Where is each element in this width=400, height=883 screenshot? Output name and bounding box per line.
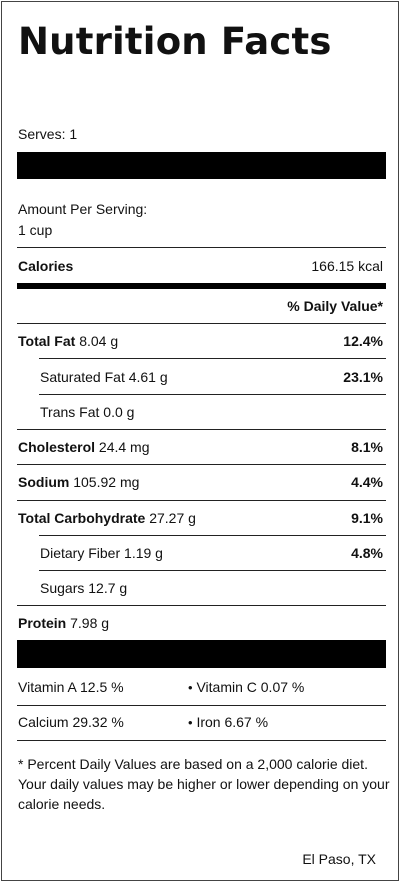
cholesterol-dv: 8.1% bbox=[351, 439, 383, 455]
daily-value-header: % Daily Value* bbox=[287, 298, 383, 314]
heavy-divider-calories bbox=[17, 283, 386, 289]
saturated-fat-amount: 4.61 g bbox=[128, 369, 168, 385]
saturated-fat-row: Saturated Fat 4.61 g bbox=[40, 368, 168, 386]
divider bbox=[17, 500, 386, 501]
cholesterol-amount: 24.4 mg bbox=[98, 439, 150, 455]
protein-row: Protein 7.98 g bbox=[18, 614, 109, 632]
vitamin-c-text: Vitamin C 0.07 % bbox=[196, 679, 305, 695]
divider bbox=[17, 740, 386, 741]
divider bbox=[39, 570, 386, 571]
divider bbox=[17, 464, 386, 465]
bullet-icon: • bbox=[188, 680, 193, 695]
trans-fat-row: Trans Fat 0.0 g bbox=[40, 403, 134, 421]
iron-text: Iron 6.67 % bbox=[196, 714, 269, 730]
total-carbohydrate-amount: 27.27 g bbox=[149, 510, 196, 526]
protein-amount: 7.98 g bbox=[70, 615, 110, 631]
total-carbohydrate-row: Total Carbohydrate 27.27 g bbox=[18, 509, 196, 527]
serves-text: Serves: 1 bbox=[18, 126, 78, 142]
amount-per-serving-label: Amount Per Serving: bbox=[18, 201, 148, 217]
sodium-row: Sodium 105.92 mg bbox=[18, 473, 139, 491]
total-carbohydrate-label: Total Carbohydrate bbox=[18, 510, 146, 526]
saturated-fat-dv: 23.1% bbox=[343, 369, 383, 385]
iron-item: • Iron 6.67 % bbox=[188, 713, 268, 732]
divider bbox=[17, 323, 386, 324]
divider bbox=[17, 605, 386, 606]
saturated-fat-label: Saturated Fat bbox=[40, 369, 125, 385]
dietary-fiber-dv: 4.8% bbox=[351, 545, 383, 561]
sugars-label: Sugars bbox=[40, 580, 85, 596]
total-fat-dv: 12.4% bbox=[343, 333, 383, 349]
bullet-icon: • bbox=[188, 715, 193, 730]
label-title: Nutrition Facts bbox=[18, 20, 332, 63]
divider bbox=[39, 358, 386, 359]
total-fat-row: Total Fat 8.04 g bbox=[18, 332, 118, 350]
sodium-dv: 4.4% bbox=[351, 474, 383, 490]
serving-size-value: 1 cup bbox=[18, 222, 53, 238]
trans-fat-amount: 0.0 g bbox=[103, 404, 135, 420]
sugars-row: Sugars 12.7 g bbox=[40, 579, 127, 597]
divider bbox=[17, 429, 386, 430]
thick-divider-top bbox=[17, 152, 386, 179]
calcium-text: Calcium 29.32 % bbox=[18, 714, 124, 730]
total-carbohydrate-dv: 9.1% bbox=[351, 510, 383, 526]
trans-fat-label: Trans Fat bbox=[40, 404, 100, 420]
sodium-amount: 105.92 mg bbox=[73, 474, 140, 490]
divider bbox=[39, 394, 386, 395]
calories-label: Calories bbox=[18, 258, 74, 274]
sugars-amount: 12.7 g bbox=[88, 580, 128, 596]
divider bbox=[17, 247, 386, 248]
cholesterol-row: Cholesterol 24.4 mg bbox=[18, 438, 150, 456]
cholesterol-label: Cholesterol bbox=[18, 439, 96, 455]
dietary-fiber-amount: 1.19 g bbox=[124, 545, 163, 561]
vitamin-c-item: • Vitamin C 0.07 % bbox=[188, 678, 304, 697]
sodium-label: Sodium bbox=[18, 474, 70, 490]
calories-value: 166.15 kcal bbox=[311, 258, 383, 274]
vitamin-a-text: Vitamin A 12.5 % bbox=[18, 679, 124, 695]
thick-divider-vitamins bbox=[17, 640, 386, 668]
divider bbox=[17, 705, 386, 706]
dietary-fiber-row: Dietary Fiber 1.19 g bbox=[40, 544, 163, 562]
total-fat-amount: 8.04 g bbox=[79, 333, 119, 349]
divider bbox=[39, 535, 386, 536]
total-fat-label: Total Fat bbox=[18, 333, 76, 349]
dietary-fiber-label: Dietary Fiber bbox=[40, 545, 121, 561]
location-text: El Paso, TX bbox=[302, 851, 376, 867]
daily-values-footnote: * Percent Daily Values are based on a 2,… bbox=[18, 756, 390, 812]
protein-label: Protein bbox=[18, 615, 67, 631]
